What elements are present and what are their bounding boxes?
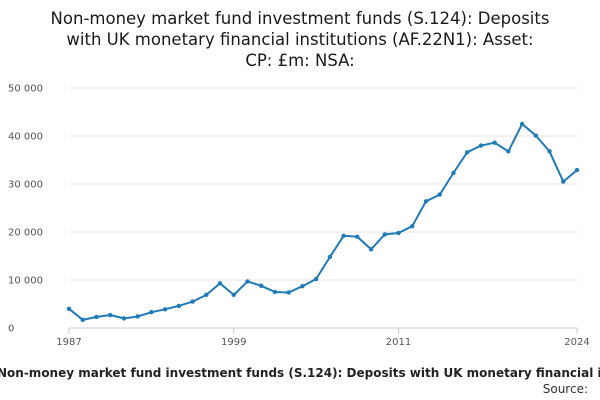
data-point [66,306,72,311]
data-point [464,150,470,155]
data-point [341,233,346,239]
y-tick-label: 40 000 [8,132,43,143]
data-point [162,307,168,312]
data-point [327,254,333,260]
data-point [423,199,429,204]
data-point [519,121,525,127]
x-tick-label: 1987 [56,337,81,348]
data-point [355,234,360,239]
legend-series-label: Non-money market fund investment funds (… [0,366,600,380]
data-point [451,170,456,176]
y-tick-label: 10 000 [8,276,43,287]
data-point [245,279,250,284]
data-point [368,247,374,252]
data-point [533,133,539,138]
data-point [506,149,511,154]
data-point [217,281,223,286]
chart-title: Non-money market fund investment funds (… [0,8,600,71]
data-point [121,316,127,321]
data-point [176,303,182,309]
data-point [574,167,580,173]
y-tick-label: 30 000 [8,180,43,191]
y-tick-label: 50 000 [8,84,43,95]
data-point [286,290,291,295]
data-point [231,292,236,298]
data-point [259,283,264,288]
data-point [478,143,484,148]
data-point [135,314,140,319]
y-tick-label: 0 [8,324,14,335]
data-point [547,149,552,154]
series-line [68,123,578,321]
data-point [190,299,195,304]
data-point [300,284,305,289]
data-point [396,230,401,236]
legend: Non-money market fund investment funds (… [0,366,600,380]
x-tick-label: 1999 [221,337,246,348]
data-point [492,140,497,145]
data-point [94,314,99,320]
data-point [382,232,387,237]
data-point [204,292,209,298]
data-point [561,179,566,184]
data-point [149,309,154,315]
data-point [410,224,415,229]
chart-title-line-2: with UK monetary financial institutions … [66,30,534,49]
x-tick-label: 2011 [386,337,411,348]
data-point [313,276,319,282]
data-point [80,317,85,323]
data-point [437,192,442,197]
chart-title-line-1: Non-money market fund investment funds (… [50,9,550,28]
data-point [272,289,278,295]
y-tick-label: 20 000 [8,228,43,239]
chart-title-line-3: CP: £m: NSA: [245,51,355,70]
source-label: Source: [542,382,588,396]
data-point [107,312,113,318]
x-tick-label: 2024 [564,337,589,348]
